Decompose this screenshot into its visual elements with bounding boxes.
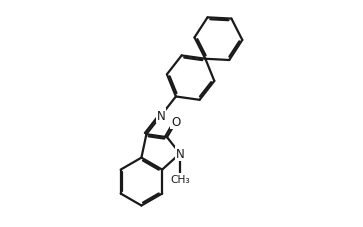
Text: N: N <box>176 147 184 160</box>
Text: CH₃: CH₃ <box>170 174 190 184</box>
Text: O: O <box>171 116 181 128</box>
Text: N: N <box>157 109 166 122</box>
